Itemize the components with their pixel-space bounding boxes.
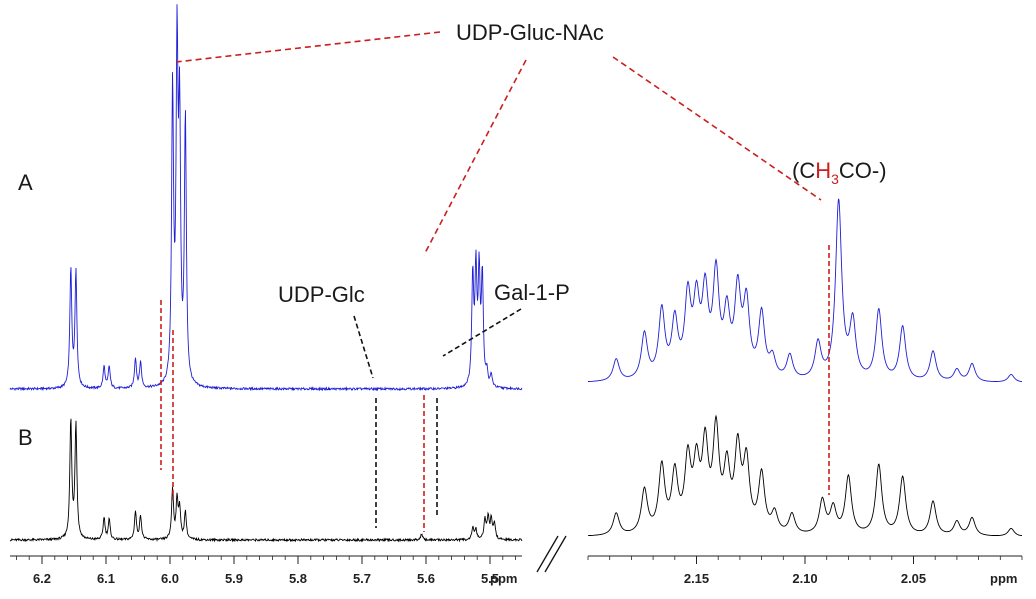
acetyl-hydrogen: H	[815, 158, 831, 183]
tick-label: 6.2	[33, 571, 51, 586]
spectrum-trace-b-left	[9, 418, 523, 543]
right-spectrum-panel: 2.15 2.10 2.05 ppm	[587, 198, 1023, 586]
axis-break-mark	[536, 535, 567, 573]
left-axis-tick-labels: 6.2 6.1 6.0 5.9 5.8 5.7 5.6 5.5	[33, 571, 499, 586]
left-spectrum-panel: 6.2 6.1 6.0 5.9 5.8 5.7 5.6 5.5 ppm A B	[9, 4, 523, 586]
tick-label: 5.9	[225, 571, 243, 586]
red-connector-main-to-acetyl	[612, 56, 822, 201]
tick-label: 5.6	[417, 571, 435, 586]
tick-label: 6.0	[161, 571, 179, 586]
label-acetyl-group: (CH3CO-)	[792, 158, 887, 187]
tick-label: 5.5	[481, 571, 499, 586]
acetyl-open: (C	[792, 158, 815, 183]
tick-label: 5.7	[353, 571, 371, 586]
trace-label-b: B	[18, 425, 33, 450]
acetyl-close: CO-)	[839, 158, 887, 183]
right-axis-tick-labels: 2.15 2.10 2.05	[684, 571, 926, 586]
left-axis-unit: ppm	[490, 571, 517, 586]
red-connector-main-to-left-peak	[175, 31, 441, 63]
guide-lines	[160, 31, 830, 532]
right-axis-unit: ppm	[990, 571, 1017, 586]
spectrum-trace-a-left	[9, 4, 523, 392]
red-connector-main-to-anomeric	[423, 59, 527, 256]
label-udp-glc: UDP-Glc	[278, 282, 365, 307]
tick-label: 2.15	[684, 571, 709, 586]
spectrum-trace-b-right	[588, 414, 1023, 537]
trace-label-a: A	[18, 170, 33, 195]
right-axis-ticks	[587, 556, 1023, 564]
acetyl-subscript: 3	[831, 171, 839, 187]
tick-label: 2.10	[792, 571, 817, 586]
black-connector-gal1p	[442, 308, 522, 357]
label-gal-1-p: Gal-1-P	[494, 280, 570, 305]
spectrum-trace-a-right	[587, 198, 1023, 383]
tick-label: 6.1	[97, 571, 115, 586]
black-connector-udp-glc	[353, 315, 374, 379]
label-udp-gluc-nac: UDP-Gluc-NAc	[456, 20, 604, 45]
left-axis-ticks	[15, 556, 516, 564]
tick-label: 5.8	[289, 571, 307, 586]
tick-label: 2.05	[901, 571, 926, 586]
